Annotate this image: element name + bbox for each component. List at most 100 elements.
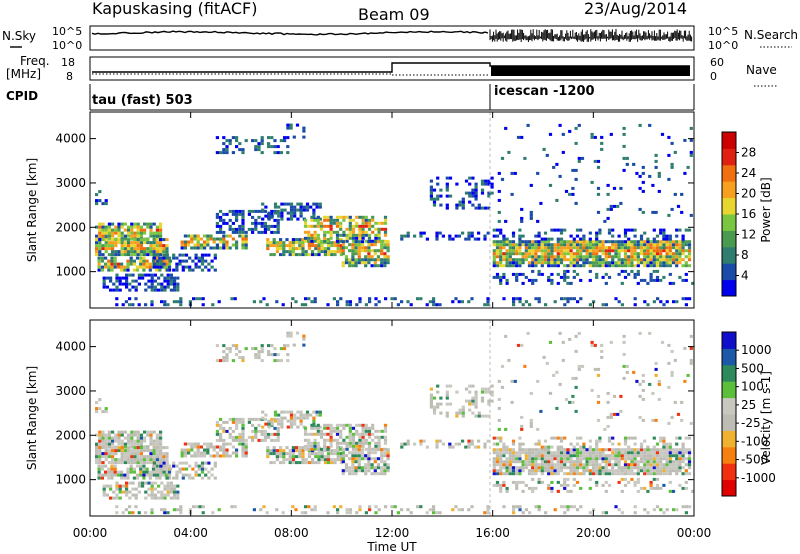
power-cell bbox=[438, 303, 442, 307]
velocity-cell bbox=[508, 469, 512, 473]
velocity-cell bbox=[540, 463, 544, 467]
power-cell bbox=[130, 244, 134, 248]
velocity-cell bbox=[531, 486, 535, 490]
velocity-cell bbox=[354, 460, 358, 464]
velocity-cell bbox=[607, 483, 612, 487]
power-cell bbox=[646, 243, 650, 247]
velocity-cell bbox=[109, 487, 113, 491]
power-cell bbox=[312, 211, 316, 215]
power-cell bbox=[531, 255, 535, 259]
power-cell bbox=[288, 244, 292, 248]
power-cell bbox=[579, 240, 583, 244]
power-cell bbox=[104, 256, 108, 260]
power-cell bbox=[595, 252, 599, 256]
velocity-cell bbox=[568, 400, 572, 404]
power-cell bbox=[575, 255, 580, 259]
power-cell bbox=[633, 258, 637, 262]
power-cell bbox=[179, 300, 183, 304]
power-cell bbox=[351, 239, 356, 243]
power-cell bbox=[518, 272, 522, 276]
velocity-cell bbox=[279, 446, 283, 450]
velocity-cell bbox=[569, 489, 573, 493]
power-cell bbox=[351, 252, 355, 256]
power-cell bbox=[167, 262, 172, 266]
velocity-cell bbox=[591, 463, 596, 467]
velocity-cell bbox=[98, 433, 102, 437]
power-cell bbox=[143, 228, 147, 232]
velocity-cell bbox=[436, 402, 440, 406]
power-cell bbox=[166, 276, 170, 280]
power-cell bbox=[345, 239, 349, 243]
power-cell bbox=[105, 276, 109, 280]
power-cell bbox=[101, 225, 105, 229]
velocity-cell bbox=[600, 355, 604, 359]
power-cell bbox=[499, 258, 503, 262]
velocity-cell bbox=[323, 461, 327, 465]
power-cell bbox=[513, 171, 517, 175]
power-cell bbox=[318, 202, 322, 206]
velocity-cell bbox=[267, 435, 271, 439]
velocity-cell bbox=[601, 457, 605, 461]
power-cell bbox=[231, 227, 235, 231]
power-cell bbox=[568, 192, 572, 196]
velocity-cell bbox=[312, 416, 316, 420]
velocity-cell bbox=[115, 496, 119, 500]
velocity-cell bbox=[225, 359, 229, 363]
power-cell bbox=[558, 174, 562, 178]
power-cell bbox=[330, 244, 334, 248]
velocity-cell bbox=[184, 473, 189, 477]
velocity-cell bbox=[228, 426, 232, 430]
power-cell bbox=[173, 276, 177, 280]
power-cell bbox=[521, 303, 525, 307]
power-cell bbox=[568, 129, 572, 133]
power-cell bbox=[150, 279, 154, 283]
velocity-cell bbox=[665, 448, 669, 452]
power-cell bbox=[317, 250, 321, 254]
velocity-cell bbox=[467, 508, 471, 512]
velocity-cell bbox=[627, 457, 631, 461]
power-cell bbox=[577, 159, 581, 163]
velocity-cell bbox=[327, 452, 331, 456]
velocity-cell bbox=[474, 402, 478, 406]
power-cell bbox=[123, 222, 127, 226]
velocity-cell bbox=[534, 457, 538, 461]
velocity-cell bbox=[282, 455, 286, 459]
power-cell bbox=[648, 174, 652, 178]
power-cell bbox=[149, 222, 153, 226]
power-cell bbox=[678, 240, 682, 244]
power-cell bbox=[555, 162, 559, 166]
velocity-cell bbox=[305, 413, 310, 417]
velocity-cell bbox=[300, 511, 304, 515]
power-cell bbox=[273, 151, 277, 155]
velocity-cell bbox=[502, 463, 506, 467]
velocity-cell bbox=[222, 438, 226, 442]
velocity-cell bbox=[591, 469, 596, 473]
velocity-cell bbox=[101, 455, 105, 459]
velocity-cell bbox=[225, 442, 229, 446]
power-cell bbox=[654, 159, 658, 163]
power-cell bbox=[231, 209, 235, 213]
power-cell bbox=[117, 241, 121, 245]
power-cell bbox=[358, 236, 362, 240]
power-cell bbox=[495, 228, 500, 232]
velocity-cell bbox=[636, 472, 640, 476]
power-cell bbox=[225, 234, 229, 238]
power-cell bbox=[376, 264, 381, 268]
velocity-cell bbox=[687, 436, 692, 440]
velocity-cell bbox=[291, 446, 295, 450]
power-cell bbox=[142, 259, 146, 263]
velocity-cell bbox=[652, 454, 656, 458]
power-cell bbox=[341, 246, 345, 250]
velocity-cell bbox=[367, 463, 371, 467]
velocity-cell bbox=[244, 445, 248, 449]
velocity-cell bbox=[241, 429, 245, 433]
power-cell bbox=[153, 273, 157, 277]
velocity-cell bbox=[499, 457, 503, 461]
power-cell bbox=[591, 261, 596, 265]
velocity-cell bbox=[643, 451, 647, 455]
power-cell bbox=[289, 205, 294, 209]
velocity-cell bbox=[162, 461, 166, 465]
velocity-cell bbox=[109, 484, 113, 488]
velocity-cell bbox=[120, 439, 124, 443]
velocity-cell bbox=[146, 433, 150, 437]
